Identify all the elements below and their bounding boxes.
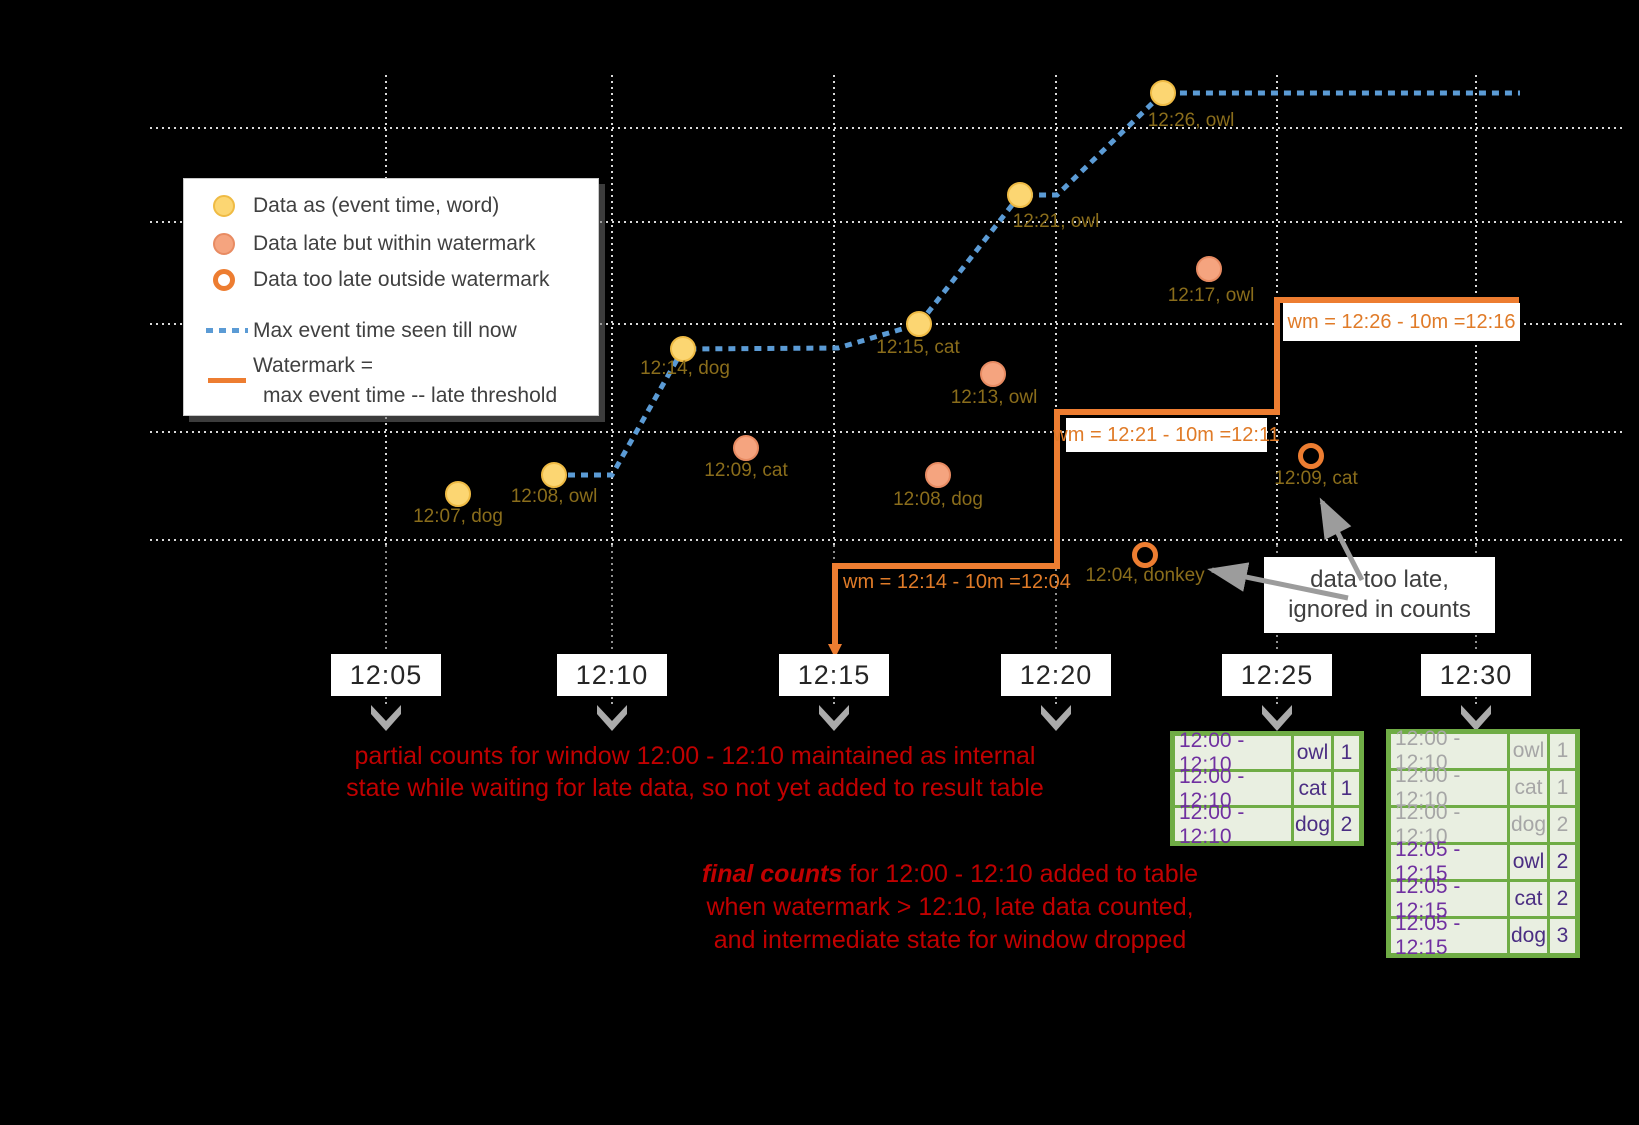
- final-counts-note: final counts for 12:00 - 12:10 added to …: [600, 858, 1300, 957]
- legend-watermark-label: Watermark =: [253, 354, 373, 377]
- table-cell-cnt: 1: [1334, 736, 1359, 769]
- partial-counts-note: partial counts for window 12:00 - 12:10 …: [325, 740, 1065, 804]
- result-table-12-25: 12:00 - 12:10 owl 1 12:00 - 12:10 cat 1 12:00 …: [1170, 729, 1364, 848]
- table-cell-word: cat: [1510, 771, 1547, 805]
- data-point-ontime: [541, 462, 567, 488]
- data-point-label: 12:13, owl: [950, 387, 1038, 408]
- late-dot-icon: [213, 233, 235, 255]
- table-cell-word: owl: [1510, 734, 1547, 768]
- legend: Data as (event time, word) Data late but…: [183, 178, 599, 416]
- table-cell-cnt: 3: [1550, 919, 1575, 953]
- data-point-label: 12:08, owl: [510, 486, 598, 507]
- data-point-label: 12:17, owl: [1167, 285, 1255, 306]
- tick-box-12-30: 12:30: [1421, 654, 1531, 696]
- table-cell-cnt: 1: [1334, 772, 1359, 805]
- data-point-toolate: [1132, 542, 1158, 568]
- data-point-label: 12:08, dog: [893, 489, 983, 510]
- tick-arrow-chevron: [1262, 705, 1292, 731]
- watermark-label-1: wm = 12:14 - 10m =12:04: [843, 571, 1071, 593]
- watermark-label-3: wm = 12:26 - 10m =12:16: [1283, 303, 1520, 341]
- table-cell-word: dog: [1510, 919, 1547, 953]
- legend-ontime-label: Data as (event time, word): [253, 194, 500, 217]
- legend-watermark-label-2: max event time -- late threshold: [263, 384, 558, 407]
- final-counts-line-1-rest: for 12:00 - 12:10 added to table: [842, 860, 1199, 888]
- data-point-late: [980, 361, 1006, 387]
- legend-toolate-label: Data too late outside watermark: [253, 268, 550, 291]
- watermark-label-2: wm = 12:21 - 10m =12:11: [1053, 418, 1280, 452]
- partial-counts-line-2: state while waiting for late data, so no…: [346, 774, 1044, 802]
- tick-box-12-05: 12:05: [331, 654, 441, 696]
- tick-arrow-chevron: [819, 705, 849, 731]
- ontime-dot-icon: [213, 195, 235, 217]
- final-counts-line-2: when watermark > 12:10, late data counte…: [706, 893, 1194, 921]
- table-cell-word: cat: [1294, 772, 1331, 805]
- final-counts-emphasis: final counts: [701, 860, 843, 888]
- table-cell-win: 12:05 - 12:15: [1391, 838, 1507, 885]
- too-late-line-1: data too late,: [1310, 566, 1449, 593]
- table-cell-word: dog: [1294, 808, 1331, 841]
- table-cell-cnt: 1: [1550, 771, 1575, 805]
- data-point-toolate: [1298, 443, 1324, 469]
- tick-arrow-chevron: [1041, 705, 1071, 731]
- toolate-ring-icon: [213, 269, 235, 291]
- legend-late-label: Data late but within watermark: [253, 232, 536, 255]
- partial-counts-line-1: partial counts for window 12:00 - 12:10 …: [354, 742, 1036, 770]
- tick-box-12-10: 12:10: [557, 654, 667, 696]
- max-event-line-icon: [206, 328, 248, 333]
- table-cell-win: 12:00 - 12:10: [1175, 801, 1291, 848]
- table-cell-word: owl: [1294, 736, 1331, 769]
- tick-arrow-chevron: [371, 705, 401, 731]
- table-cell-word: cat: [1510, 882, 1547, 916]
- table-cell-cnt: 2: [1550, 845, 1575, 879]
- table-cell-cnt: 2: [1550, 882, 1575, 916]
- data-point-late: [1196, 256, 1222, 282]
- table-cell-win: 12:00 - 12:10: [1175, 729, 1291, 776]
- tick-box-12-25: 12:25: [1222, 654, 1332, 696]
- table-cell-win: 12:00 - 12:10: [1391, 727, 1507, 774]
- tick-arrow-chevron: [597, 705, 627, 731]
- final-counts-line-3: and intermediate state for window droppe…: [713, 926, 1187, 954]
- data-point-label: 12:04, donkey: [1085, 565, 1205, 586]
- data-point-label: 12:14, dog: [640, 358, 730, 379]
- table-cell-cnt: 2: [1550, 808, 1575, 842]
- table-cell-word: dog: [1510, 808, 1547, 842]
- final-counts-line-1: final counts for 12:00 - 12:10 added to …: [600, 858, 1300, 891]
- table-cell-word: owl: [1510, 845, 1547, 879]
- table-cell-win: 12:05 - 12:15: [1391, 875, 1507, 922]
- tick-box-12-20: 12:20: [1001, 654, 1111, 696]
- table-cell-win: 12:05 - 12:15: [1391, 912, 1507, 959]
- data-point-label: 12:09, cat: [704, 460, 788, 481]
- max-event-time-line: [568, 90, 1520, 478]
- table-cell-win: 12:00 - 12:10: [1391, 801, 1507, 848]
- data-point-ontime: [906, 311, 932, 337]
- watermark-line-icon: [208, 378, 246, 383]
- table-cell-cnt: 2: [1334, 808, 1359, 841]
- data-point-ontime: [1007, 182, 1033, 208]
- data-point-late: [925, 462, 951, 488]
- data-point-label: 12:07, dog: [413, 506, 503, 527]
- data-point-label: 12:09, cat: [1274, 468, 1358, 489]
- too-late-callout: data too late, ignored in counts: [1264, 557, 1495, 633]
- data-point-ontime: [1150, 80, 1176, 106]
- table-cell-cnt: 1: [1550, 734, 1575, 768]
- result-table-12-30: 12:00 - 12:10 owl 1 12:00 - 12:10 cat 1 12:00 …: [1386, 727, 1580, 959]
- too-late-line-2: ignored in counts: [1288, 596, 1471, 623]
- legend-max-event-label: Max event time seen till now: [253, 319, 517, 342]
- data-point-label: 12:21, owl: [1012, 211, 1100, 232]
- data-point-late: [733, 435, 759, 461]
- data-point-label: 12:26, owl: [1147, 110, 1235, 131]
- data-point-label: 12:15, cat: [876, 337, 960, 358]
- data-point-ontime: [445, 481, 471, 507]
- table-cell-win: 12:00 - 12:10: [1391, 764, 1507, 811]
- tick-box-12-15: 12:15: [779, 654, 889, 696]
